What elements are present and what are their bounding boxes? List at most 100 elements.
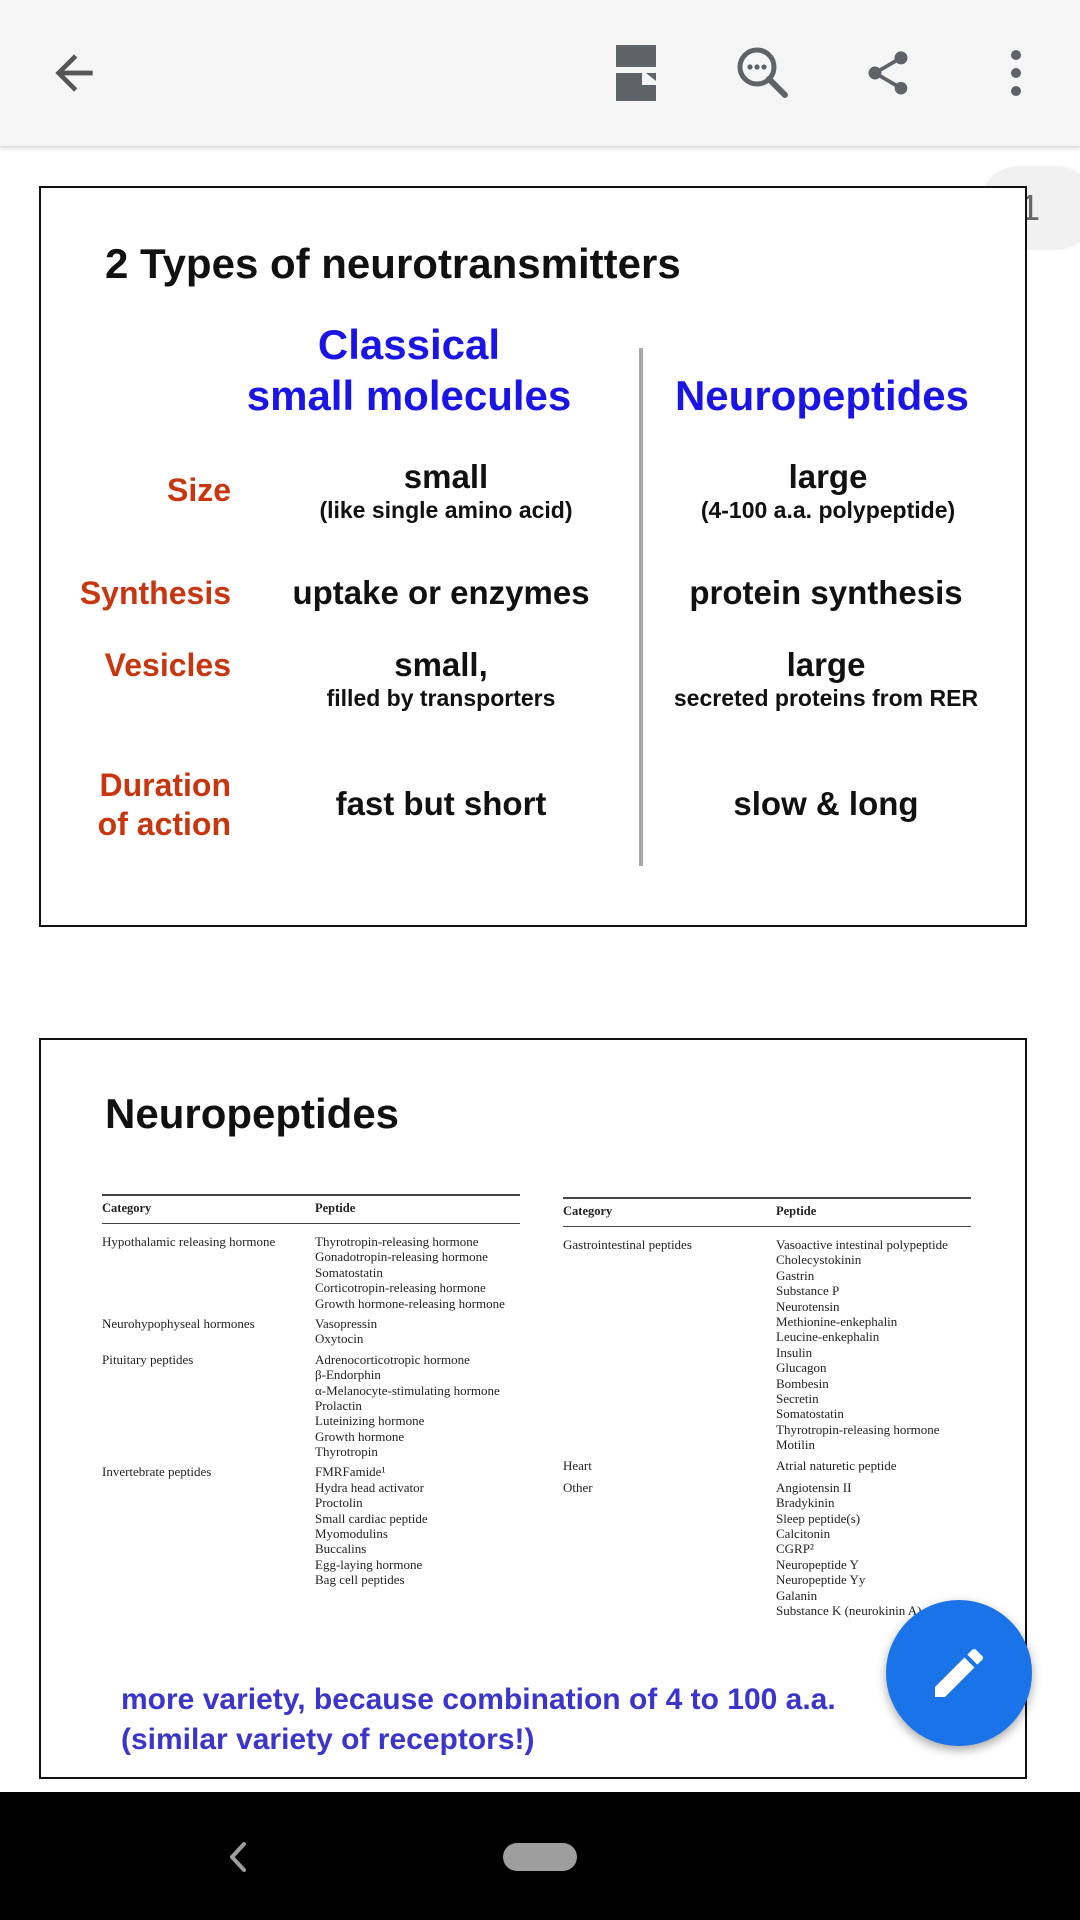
column-header-line: Classical: [317, 321, 501, 368]
peptide-cell: Somatostatin: [315, 1264, 383, 1280]
row-label-vesicles: Vesicles: [104, 647, 231, 683]
table-row-group: Invertebrate peptides FMRFamide¹ Hydra hea…: [102, 1464, 520, 1587]
peptide-cell: Bradykinin: [776, 1495, 835, 1511]
peptide-cell: Secretin: [776, 1390, 819, 1406]
peptide-cell: Hydra head activator: [315, 1479, 425, 1495]
category-cell: Neurohypophyseal hormones: [102, 1315, 255, 1331]
cell-sub: secreted proteins from RER: [673, 685, 979, 711]
peptide-cell: Egg-laying hormone: [315, 1556, 423, 1572]
cell-synthesis-neuropeptides: protein synthesis: [651, 574, 1001, 612]
peptide-cell: Bag cell peptides: [315, 1572, 405, 1588]
cell-synthesis-classical: uptake or enzymes: [261, 574, 621, 612]
category-cell: Pituitary peptides: [102, 1351, 194, 1367]
outline-button[interactable]: [598, 33, 678, 113]
peptide-table-right: Category Peptide Gastrointestinal peptid…: [563, 1197, 971, 1618]
share-button[interactable]: [848, 33, 928, 113]
header-peptide: Peptide: [776, 1204, 817, 1218]
peptide-list: Vasopressin Oxytocin: [315, 1316, 520, 1347]
peptide-cell: Motilin: [776, 1437, 816, 1453]
peptide-cell: Thyrotropin-releasing hormone: [315, 1234, 479, 1249]
row-label-line: Duration: [99, 767, 231, 803]
table-row-group: Hypothalamic releasing hormone Thyrotropi…: [102, 1234, 520, 1311]
cell-vesicles-neuropeptides: large secreted proteins from RER: [641, 646, 1011, 712]
peptide-cell: Bombesin: [776, 1375, 829, 1391]
row-label-size: Size: [166, 472, 231, 508]
variety-note: more variety, because combination of 4 t…: [121, 1680, 836, 1760]
home-pill[interactable]: [503, 1843, 577, 1871]
peptide-cell: Neuropeptide Yy: [776, 1572, 866, 1588]
peptide-cell: Corticotropin-releasing hormone: [315, 1280, 486, 1296]
peptide-cell: Luteinizing hormone: [315, 1413, 425, 1429]
peptide-cell: CGRP²: [776, 1541, 814, 1557]
peptide-cell: Gonadotropin-releasing hormone: [315, 1249, 488, 1265]
cell-size-neuropeptides: large (4-100 a.a. polypeptide): [663, 458, 993, 524]
category-cell: Heart: [563, 1458, 592, 1474]
peptide-cell: Thyrotropin: [315, 1444, 378, 1460]
note-line: (similar variety of receptors!): [121, 1723, 535, 1756]
table-row-group: Gastrointestinal peptides Vasoactive inte…: [563, 1237, 971, 1452]
table-row-group: Pituitary peptides Adrenocorticotropic ho…: [102, 1352, 520, 1460]
header-category: Category: [563, 1204, 613, 1218]
cell-sub: (like single amino acid): [319, 497, 573, 523]
nav-back-button[interactable]: [213, 1832, 263, 1882]
back-button[interactable]: [34, 33, 114, 113]
cell-duration-neuropeptides: slow & long: [651, 785, 1001, 823]
peptide-table-left: Category Peptide Hypothalamic releasing …: [102, 1194, 520, 1588]
peptide-cell: Insulin: [776, 1344, 813, 1360]
search-button[interactable]: [723, 33, 803, 113]
edit-fab[interactable]: [886, 1600, 1032, 1746]
peptide-cell: Substance P: [776, 1283, 840, 1299]
peptide-cell: α-Melanocyte-stimulating hormone: [315, 1382, 500, 1398]
peptide-cell: Glucagon: [776, 1360, 827, 1376]
search-icon: [737, 47, 788, 98]
row-label-duration: Duration of action: [41, 766, 231, 844]
peptide-list: FMRFamide¹ Hydra head activator Proctolin S…: [315, 1464, 520, 1587]
row-label-synthesis: Synthesis: [79, 575, 231, 611]
table-body: Gastrointestinal peptides Vasoactive inte…: [563, 1237, 971, 1618]
slide-page-2: Neuropeptides Category Peptide Hypothala…: [39, 1038, 1027, 1779]
more-options-button[interactable]: [976, 33, 1056, 113]
peptide-cell: Buccalins: [315, 1541, 367, 1557]
table-row-group: Heart Atrial naturetic peptide: [563, 1458, 971, 1473]
note-line: more variety, because combination of 4 t…: [121, 1683, 836, 1716]
peptide-cell: Galanin: [776, 1587, 818, 1603]
column-header-classical: Classical small molecules: [241, 319, 577, 421]
peptide-list: Adrenocorticotropic hormone β-Endorphin α-…: [315, 1352, 520, 1460]
edit-pencil-icon: [935, 1648, 984, 1697]
peptide-cell: Methionine-enkephalin: [776, 1313, 898, 1329]
more-vert-icon: [1011, 50, 1021, 96]
cell-main: large: [786, 646, 866, 683]
cell-size-classical: small (like single amino acid): [281, 458, 611, 524]
peptide-cell: Substance K (neurokinin A): [776, 1602, 922, 1618]
table-row-group: Other Angiotensin II Bradykinin Sleep pepti…: [563, 1480, 971, 1619]
peptide-cell: Neuropeptide Y: [776, 1556, 859, 1572]
peptide-cell: Prolactin: [315, 1397, 362, 1413]
share-icon: [868, 51, 908, 95]
peptide-cell: β-Endorphin: [315, 1367, 381, 1383]
nav-back-icon: [230, 1842, 246, 1872]
cell-main: small: [403, 458, 489, 495]
column-header-neuropeptides: Neuropeptides: [674, 372, 970, 419]
peptide-cell: Leucine-enkephalin: [776, 1329, 880, 1345]
cell-main: small,: [394, 646, 488, 683]
peptide-cell: Neurotensin: [776, 1298, 840, 1314]
peptide-list: Thyrotropin-releasing hormone Gonadotropi…: [315, 1234, 520, 1311]
peptide-cell: Vasopressin: [315, 1315, 378, 1331]
peptide-cell: Proctolin: [315, 1495, 363, 1511]
peptide-cell: Thyrotropin-releasing hormone: [776, 1421, 940, 1437]
table-header: Category Peptide: [563, 1197, 971, 1227]
header-category: Category: [102, 1201, 152, 1215]
peptide-cell: Gastrin: [776, 1267, 815, 1283]
peptide-cell: Adrenocorticotropic hormone: [315, 1351, 470, 1367]
peptide-cell: Cholecystokinin: [776, 1252, 862, 1268]
peptide-cell: Vasoactive intestinal polypeptide: [776, 1237, 948, 1252]
category-cell: Invertebrate peptides: [102, 1464, 212, 1480]
peptide-list: Vasoactive intestinal polypeptide Cholecy…: [776, 1237, 971, 1452]
slide-page-1: 2 Types of neurotransmitters Classical s…: [39, 186, 1027, 927]
cell-main: large: [788, 458, 868, 495]
document-outline-icon: [616, 45, 656, 101]
peptide-cell: Sleep peptide(s): [776, 1510, 861, 1526]
peptide-cell: Calcitonin: [776, 1526, 831, 1542]
peptide-cell: Myomodulins: [315, 1526, 388, 1542]
peptide-list: Atrial naturetic peptide: [776, 1458, 971, 1473]
